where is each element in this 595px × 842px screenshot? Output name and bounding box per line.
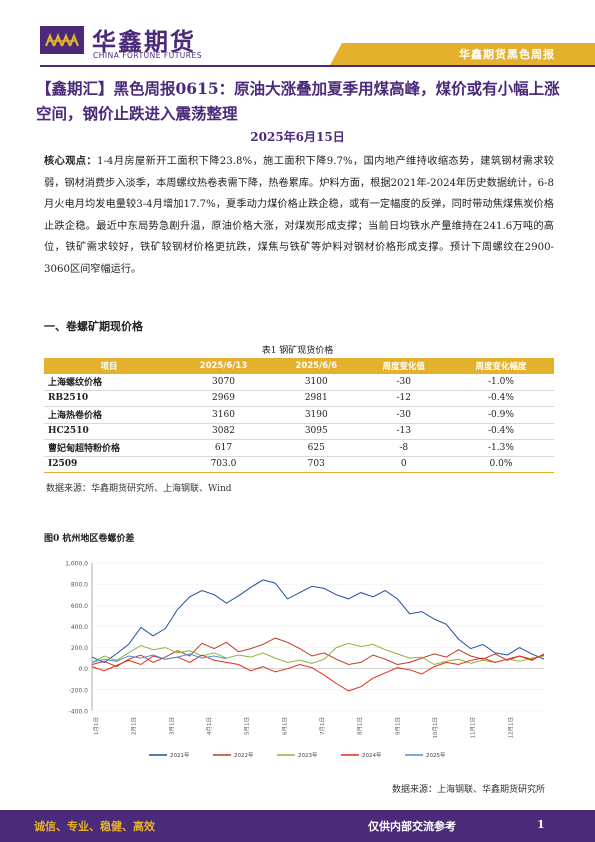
header-band: 华鑫期货黑色周报: [330, 43, 595, 65]
y-tick-label: 600.0: [71, 603, 88, 610]
section-heading: 一、卷螺矿期现价格: [44, 320, 143, 333]
table-cell: 3100: [272, 374, 360, 391]
y-tick-label: 0.0: [78, 666, 88, 673]
table-caption: 表1 钢矿现货价格: [261, 346, 334, 356]
page-number: 1: [537, 818, 545, 831]
x-tick-label: 9月1日: [394, 717, 401, 735]
x-tick-label: 7月1日: [319, 717, 326, 735]
y-tick-label: 1,000.0: [65, 561, 88, 568]
core-view-text: 1-4月房屋新开工面积下降23.8%，施工面积下降9.7%，国内地产维持收缩态势…: [44, 156, 554, 275]
figure-source: 数据来源：上海钢联、华鑫期货研究所: [391, 785, 545, 795]
table-cell: 703.0: [174, 456, 273, 473]
table-cell: I2509: [44, 456, 174, 473]
series-line: [91, 653, 227, 663]
table-cell: 3082: [174, 423, 273, 440]
table-cell: 617: [174, 439, 273, 457]
table-cell: 上海螺纹价格: [44, 374, 174, 391]
table-cell: 上海热卷价格: [44, 406, 174, 424]
x-tick-label: 1月1日: [93, 717, 100, 735]
y-tick-label: 800.0: [71, 582, 88, 589]
table-cell: 3190: [272, 406, 360, 424]
y-tick-label: 200.0: [71, 645, 88, 652]
y-tick-label: -400.0: [69, 709, 89, 716]
report-title: 【鑫期汇】黑色周报0615：原油大涨叠加夏季用煤高峰，煤价或有小幅上涨空间，钢价…: [36, 79, 560, 123]
legend-label: 2023年: [298, 751, 318, 759]
table-row: 上海热卷价格 3160 3190 -30 -0.9%: [44, 406, 554, 424]
table-row: 曹妃甸超特粉价格 617 625 -8 -1.3%: [44, 439, 554, 457]
table-cell: 3095: [272, 423, 360, 440]
column-header: 周度变化值: [359, 358, 448, 374]
table-row: 上海螺纹价格 3070 3100 -30 -1.0%: [44, 374, 554, 391]
table-cell: -0.4%: [447, 423, 554, 440]
table-cell: RB2510: [44, 390, 174, 407]
report-series-label: 华鑫期货黑色周报: [459, 48, 555, 61]
brand-name-en: CHINA FORTUNE FUTURES: [93, 51, 202, 60]
table-cell: -8: [359, 439, 448, 457]
table-cell: 3070: [174, 374, 273, 391]
table-cell: 0.0%: [447, 456, 554, 473]
x-tick-label: 8月1日: [357, 717, 364, 735]
series-line: [91, 642, 545, 666]
page-footer: 诚信、专业、稳健、高效 仅供内部交流参考 1: [0, 810, 595, 842]
table-cell: 0: [359, 456, 448, 473]
table-cell: HC2510: [44, 423, 174, 440]
table-cell: 曹妃甸超特粉价格: [44, 439, 174, 457]
table-cell: -1.3%: [447, 439, 554, 457]
x-tick-label: 2月1日: [131, 717, 138, 735]
x-tick-label: 5月1日: [244, 717, 251, 735]
table-header-row: 项目 2025/6/13 2025/6/6 周度变化值 周度变化幅度: [44, 358, 554, 374]
legend-label: 2024年: [362, 751, 382, 759]
legend-label: 2022年: [234, 751, 254, 759]
legend-label: 2025年: [426, 751, 446, 759]
series-line: [91, 579, 545, 663]
table-cell: -13: [359, 423, 448, 440]
x-tick-label: 4月1日: [206, 717, 213, 735]
column-header: 项目: [44, 358, 174, 374]
column-header: 2025/6/13: [174, 358, 273, 374]
x-tick-label: 3月1日: [168, 717, 175, 735]
table-row: HC2510 3082 3095 -13 -0.4%: [44, 423, 554, 440]
table-cell: -30: [359, 406, 448, 424]
table-row: RB2510 2969 2981 -12 -0.4%: [44, 390, 554, 407]
table-cell: -30: [359, 374, 448, 391]
table-cell: 625: [272, 439, 360, 457]
core-view-paragraph: 核心观点：1-4月房屋新开工面积下降23.8%，施工面积下降9.7%，国内地产维…: [44, 151, 554, 280]
table-cell: -0.9%: [447, 406, 554, 424]
y-tick-label: -200.0: [69, 687, 89, 694]
table-row: I2509 703.0 703 0 0.0%: [44, 456, 554, 473]
x-tick-label: 12月1日: [507, 717, 514, 739]
report-date: 2025年6月15日: [250, 130, 345, 144]
price-table: 项目 2025/6/13 2025/6/6 周度变化值 周度变化幅度 上海螺纹价…: [44, 358, 554, 473]
core-view-label: 核心观点：: [44, 155, 97, 167]
column-header: 2025/6/6: [272, 358, 360, 374]
table-cell: 2981: [272, 390, 360, 407]
table-cell: -1.0%: [447, 374, 554, 391]
page-header: 华鑫期货 CHINA FORTUNE FUTURES 华鑫期货黑色周报: [0, 0, 595, 70]
x-tick-label: 11月1日: [470, 717, 477, 739]
table-cell: 703: [272, 456, 360, 473]
table-cell: -12: [359, 390, 448, 407]
table-cell: -0.4%: [447, 390, 554, 407]
x-tick-label: 10月1日: [432, 717, 439, 739]
spread-line-chart: 1,000.0 800.0 600.0 400.0 200.0 0.0 -200.0 -400…: [65, 561, 545, 759]
y-tick-label: 400.0: [71, 624, 88, 631]
footer-notice: 仅供内部交流参考: [368, 820, 456, 833]
column-header: 周度变化幅度: [447, 358, 554, 374]
company-logo-icon: [40, 26, 84, 54]
x-tick-label: 6月1日: [281, 717, 288, 735]
header-divider: [40, 65, 595, 67]
figure-caption: 图0 杭州地区卷螺价差: [44, 534, 135, 544]
legend-label: 2021年: [170, 751, 190, 759]
table-cell: 3160: [174, 406, 273, 424]
footer-slogan: 诚信、专业、稳健、高效: [34, 820, 155, 833]
table-source: 数据来源：华鑫期货研究所、上海钢联、Wind: [46, 484, 232, 494]
brand-name-cn: 华鑫期货: [92, 28, 196, 56]
series-line: [91, 637, 545, 668]
table-cell: 2969: [174, 390, 273, 407]
